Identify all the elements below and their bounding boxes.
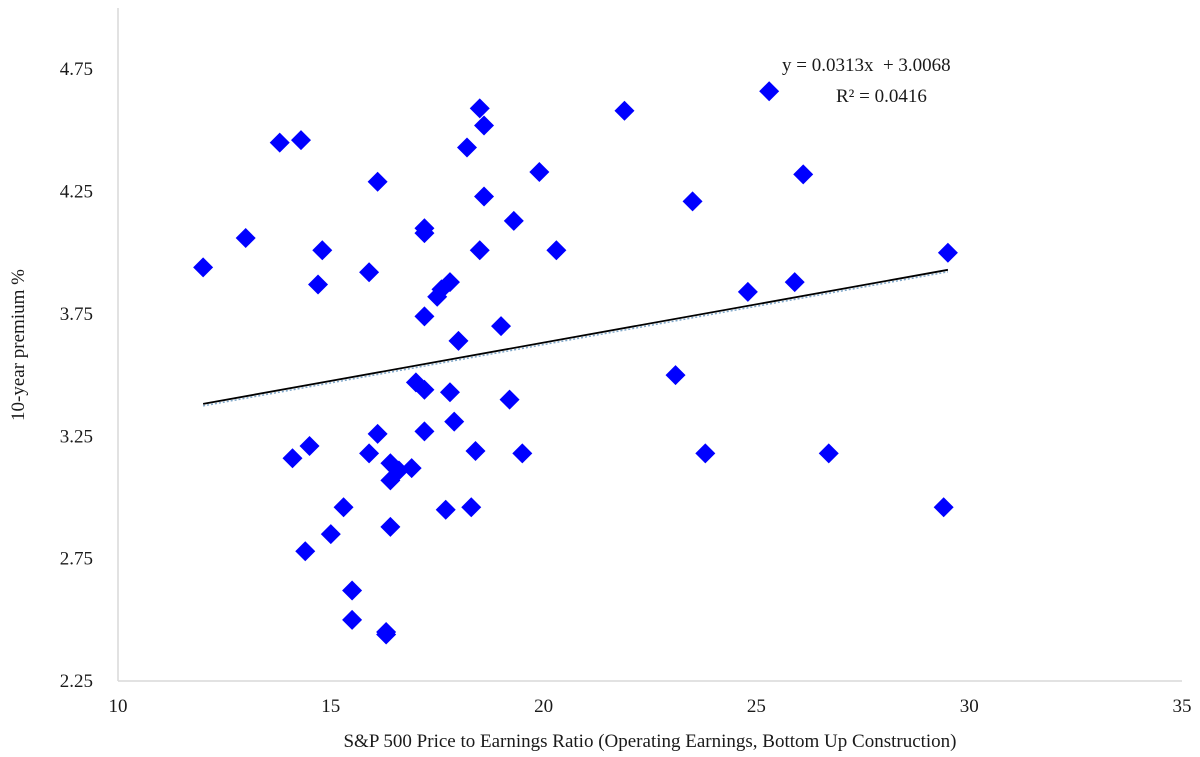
data-point xyxy=(401,458,422,479)
y-axis-title: 10-year premium % xyxy=(8,269,29,421)
data-point xyxy=(465,440,486,461)
data-point xyxy=(312,240,333,261)
y-tick-label: 2.25 xyxy=(60,671,93,692)
data-point xyxy=(695,443,716,464)
data-point xyxy=(269,132,290,153)
data-point xyxy=(439,382,460,403)
data-point xyxy=(414,379,435,400)
data-point xyxy=(737,281,758,302)
data-point xyxy=(793,164,814,185)
data-point xyxy=(439,272,460,293)
x-axis-title: S&P 500 Price to Earnings Ratio (Operati… xyxy=(343,731,956,752)
data-point xyxy=(469,240,490,261)
x-tick-label: 20 xyxy=(534,696,553,717)
data-point xyxy=(193,257,214,278)
data-point xyxy=(380,516,401,537)
y-tick-label: 4.75 xyxy=(60,59,93,80)
data-point xyxy=(367,423,388,444)
x-tick-labels: 10 15 20 25 30 35 xyxy=(109,696,1192,717)
data-point xyxy=(388,460,409,481)
data-point xyxy=(469,98,490,119)
y-tick-label: 3.75 xyxy=(60,304,93,325)
trendline-group xyxy=(202,268,949,407)
data-point xyxy=(359,262,380,283)
data-point xyxy=(456,137,477,158)
y-tick-labels: 2.25 2.75 3.25 3.75 4.25 4.75 xyxy=(60,59,93,692)
data-point xyxy=(414,421,435,442)
x-tick-label: 35 xyxy=(1173,696,1192,717)
data-point xyxy=(503,210,524,231)
data-point xyxy=(474,186,495,207)
x-tick-label: 30 xyxy=(960,696,979,717)
trendline-shadow xyxy=(202,271,949,407)
trendline xyxy=(202,268,949,405)
data-point xyxy=(448,330,469,351)
data-point xyxy=(295,541,316,562)
data-point xyxy=(342,609,363,630)
data-point xyxy=(665,365,686,386)
data-point xyxy=(444,411,465,432)
x-tick-label: 10 xyxy=(109,696,128,717)
data-point xyxy=(512,443,533,464)
data-point xyxy=(376,624,397,645)
data-point xyxy=(435,499,456,520)
data-point xyxy=(291,130,312,151)
data-point xyxy=(414,306,435,327)
axes xyxy=(117,8,1182,682)
y-tick-label: 3.25 xyxy=(60,426,93,447)
data-point xyxy=(299,436,320,457)
data-point xyxy=(308,274,329,295)
data-point xyxy=(499,389,520,410)
data-point xyxy=(367,171,388,192)
data-point xyxy=(933,497,954,518)
data-point xyxy=(342,580,363,601)
data-point xyxy=(282,448,303,469)
data-point xyxy=(320,524,341,545)
data-point xyxy=(546,240,567,261)
data-point xyxy=(414,223,435,244)
data-point xyxy=(614,100,635,121)
data-point xyxy=(491,316,512,337)
data-points xyxy=(193,81,958,645)
trendline-equation: y = 0.0313x + 3.0068 xyxy=(782,55,951,76)
data-point xyxy=(461,497,482,518)
data-point xyxy=(359,443,380,464)
data-point xyxy=(759,81,780,102)
data-point xyxy=(682,191,703,212)
r-squared-label: R² = 0.0416 xyxy=(836,86,927,107)
data-point xyxy=(937,242,958,263)
x-tick-label: 25 xyxy=(747,696,766,717)
data-point xyxy=(818,443,839,464)
x-tick-label: 15 xyxy=(321,696,340,717)
y-tick-label: 4.25 xyxy=(60,182,93,203)
y-tick-label: 2.75 xyxy=(60,549,93,570)
data-point xyxy=(784,272,805,293)
data-point xyxy=(235,228,256,249)
data-point xyxy=(474,115,495,136)
data-point xyxy=(529,161,550,182)
data-point xyxy=(333,497,354,518)
